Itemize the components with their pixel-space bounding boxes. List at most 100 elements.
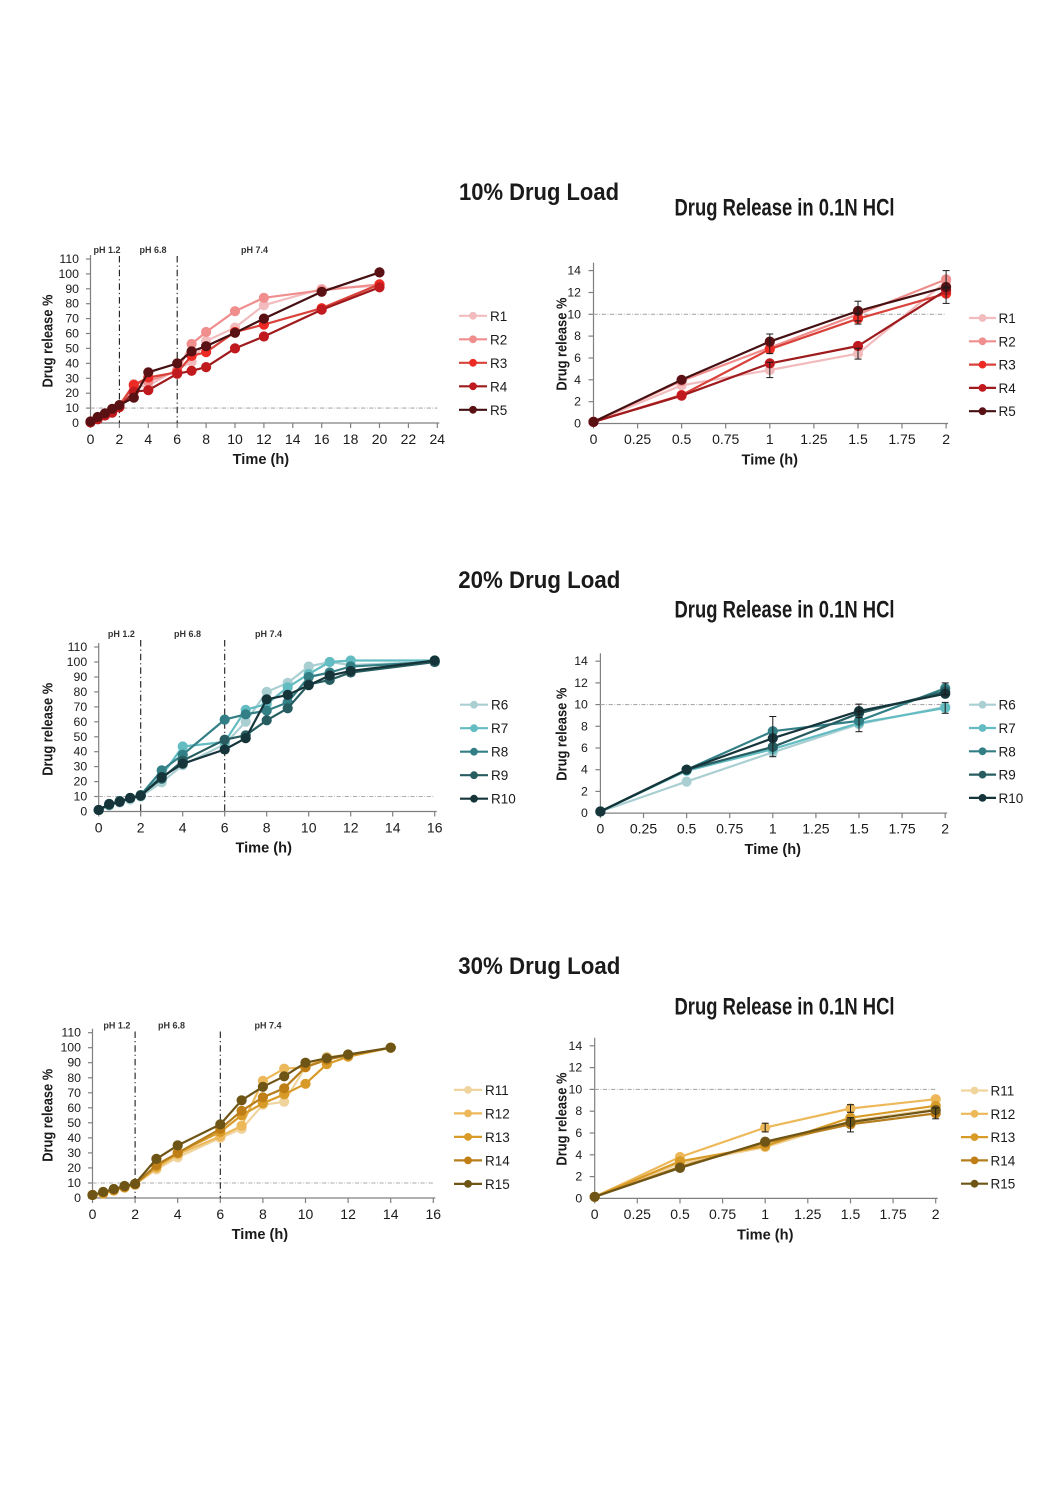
svg-text:20: 20 (65, 386, 79, 400)
svg-text:R1: R1 (999, 311, 1016, 326)
svg-text:10: 10 (569, 1082, 583, 1096)
svg-text:4: 4 (144, 431, 152, 447)
svg-text:0: 0 (74, 1191, 81, 1205)
svg-text:1: 1 (769, 821, 777, 837)
svg-text:Time (h): Time (h) (233, 452, 290, 468)
svg-text:R4: R4 (490, 379, 508, 394)
svg-text:R6: R6 (491, 698, 508, 713)
svg-text:2: 2 (932, 1206, 940, 1222)
svg-text:R10: R10 (491, 792, 516, 807)
svg-text:2: 2 (575, 1170, 582, 1184)
svg-text:20: 20 (372, 431, 388, 447)
svg-text:Drug release %: Drug release % (40, 1069, 57, 1162)
svg-text:0.75: 0.75 (709, 1206, 736, 1222)
svg-text:4: 4 (179, 820, 187, 836)
svg-text:12: 12 (569, 1061, 583, 1075)
svg-text:pH 1.2: pH 1.2 (103, 1021, 130, 1031)
svg-text:14: 14 (569, 1039, 583, 1053)
svg-text:60: 60 (67, 1101, 81, 1115)
svg-text:8: 8 (259, 1206, 267, 1222)
svg-text:R12: R12 (485, 1106, 510, 1121)
svg-text:R14: R14 (485, 1153, 510, 1168)
svg-text:30: 30 (65, 371, 79, 385)
svg-text:14: 14 (285, 431, 301, 447)
svg-text:R10: R10 (999, 791, 1024, 806)
svg-text:0.25: 0.25 (630, 821, 657, 837)
svg-text:1.25: 1.25 (802, 821, 829, 837)
svg-text:R9: R9 (999, 768, 1016, 783)
svg-text:R11: R11 (485, 1083, 509, 1098)
svg-text:R13: R13 (991, 1130, 1016, 1145)
svg-text:1: 1 (761, 1206, 769, 1222)
svg-text:10: 10 (227, 431, 243, 447)
svg-text:2: 2 (131, 1206, 139, 1222)
svg-text:Time (h): Time (h) (232, 1227, 289, 1243)
svg-text:16: 16 (426, 1206, 442, 1222)
svg-text:10: 10 (301, 820, 317, 836)
svg-text:1.25: 1.25 (800, 431, 827, 447)
svg-text:16: 16 (314, 431, 330, 447)
svg-text:4: 4 (174, 1206, 182, 1222)
svg-text:6: 6 (575, 1126, 582, 1140)
svg-text:20: 20 (67, 1161, 81, 1175)
svg-text:8: 8 (581, 719, 588, 733)
svg-text:80: 80 (65, 297, 79, 311)
svg-text:Drug release %: Drug release % (40, 295, 57, 388)
svg-text:pH 6.8: pH 6.8 (158, 1021, 185, 1031)
svg-text:Drug Release in 0.1N HCl: Drug Release in 0.1N HCl (675, 597, 895, 624)
svg-text:R14: R14 (991, 1153, 1016, 1168)
svg-text:0: 0 (574, 417, 581, 431)
svg-text:6: 6 (173, 431, 181, 447)
svg-text:2: 2 (116, 431, 124, 447)
svg-text:R11: R11 (991, 1084, 1015, 1099)
svg-text:0: 0 (591, 1206, 599, 1222)
svg-text:0.5: 0.5 (670, 1206, 690, 1222)
svg-text:1.75: 1.75 (879, 1206, 906, 1222)
svg-text:1.5: 1.5 (841, 1206, 861, 1222)
svg-text:R2: R2 (999, 334, 1016, 349)
svg-text:pH 7.4: pH 7.4 (254, 1021, 281, 1031)
svg-text:R15: R15 (991, 1177, 1016, 1192)
svg-text:R5: R5 (490, 403, 507, 418)
svg-text:Drug release %: Drug release % (40, 683, 57, 776)
svg-text:8: 8 (263, 820, 271, 836)
svg-text:4: 4 (575, 1148, 582, 1162)
svg-text:22: 22 (401, 431, 417, 447)
svg-text:Time (h): Time (h) (745, 842, 802, 858)
svg-text:50: 50 (74, 730, 88, 744)
svg-text:6: 6 (216, 1206, 224, 1222)
svg-text:R4: R4 (999, 381, 1017, 396)
svg-text:pH 7.4: pH 7.4 (241, 245, 268, 255)
svg-text:1.75: 1.75 (888, 821, 915, 837)
svg-text:50: 50 (65, 341, 79, 355)
svg-text:20% Drug Load: 20% Drug Load (458, 567, 620, 594)
svg-text:90: 90 (67, 1056, 81, 1070)
svg-text:14: 14 (567, 264, 581, 278)
svg-text:70: 70 (65, 312, 79, 326)
svg-text:R6: R6 (999, 698, 1016, 713)
svg-text:2: 2 (137, 820, 145, 836)
svg-text:30: 30 (67, 1146, 81, 1160)
svg-text:R3: R3 (999, 358, 1016, 373)
svg-text:10: 10 (67, 1176, 81, 1190)
svg-text:100: 100 (67, 655, 88, 669)
svg-text:Drug release %: Drug release % (554, 688, 571, 781)
svg-text:24: 24 (430, 431, 446, 447)
svg-text:110: 110 (68, 640, 88, 654)
svg-text:0: 0 (575, 1191, 582, 1205)
svg-text:pH 1.2: pH 1.2 (93, 245, 120, 255)
svg-text:30% Drug Load: 30% Drug Load (458, 953, 620, 980)
svg-text:10: 10 (567, 307, 581, 321)
svg-text:1.75: 1.75 (888, 431, 915, 447)
svg-text:0.5: 0.5 (672, 431, 692, 447)
svg-text:pH 1.2: pH 1.2 (108, 629, 135, 639)
svg-text:2: 2 (941, 821, 949, 837)
svg-text:0: 0 (95, 820, 103, 836)
svg-text:12: 12 (574, 676, 588, 690)
svg-text:8: 8 (202, 431, 210, 447)
svg-text:8: 8 (574, 329, 581, 343)
svg-text:R3: R3 (490, 356, 507, 371)
svg-text:4: 4 (574, 373, 581, 387)
svg-text:90: 90 (74, 670, 88, 684)
svg-text:0.75: 0.75 (716, 821, 743, 837)
